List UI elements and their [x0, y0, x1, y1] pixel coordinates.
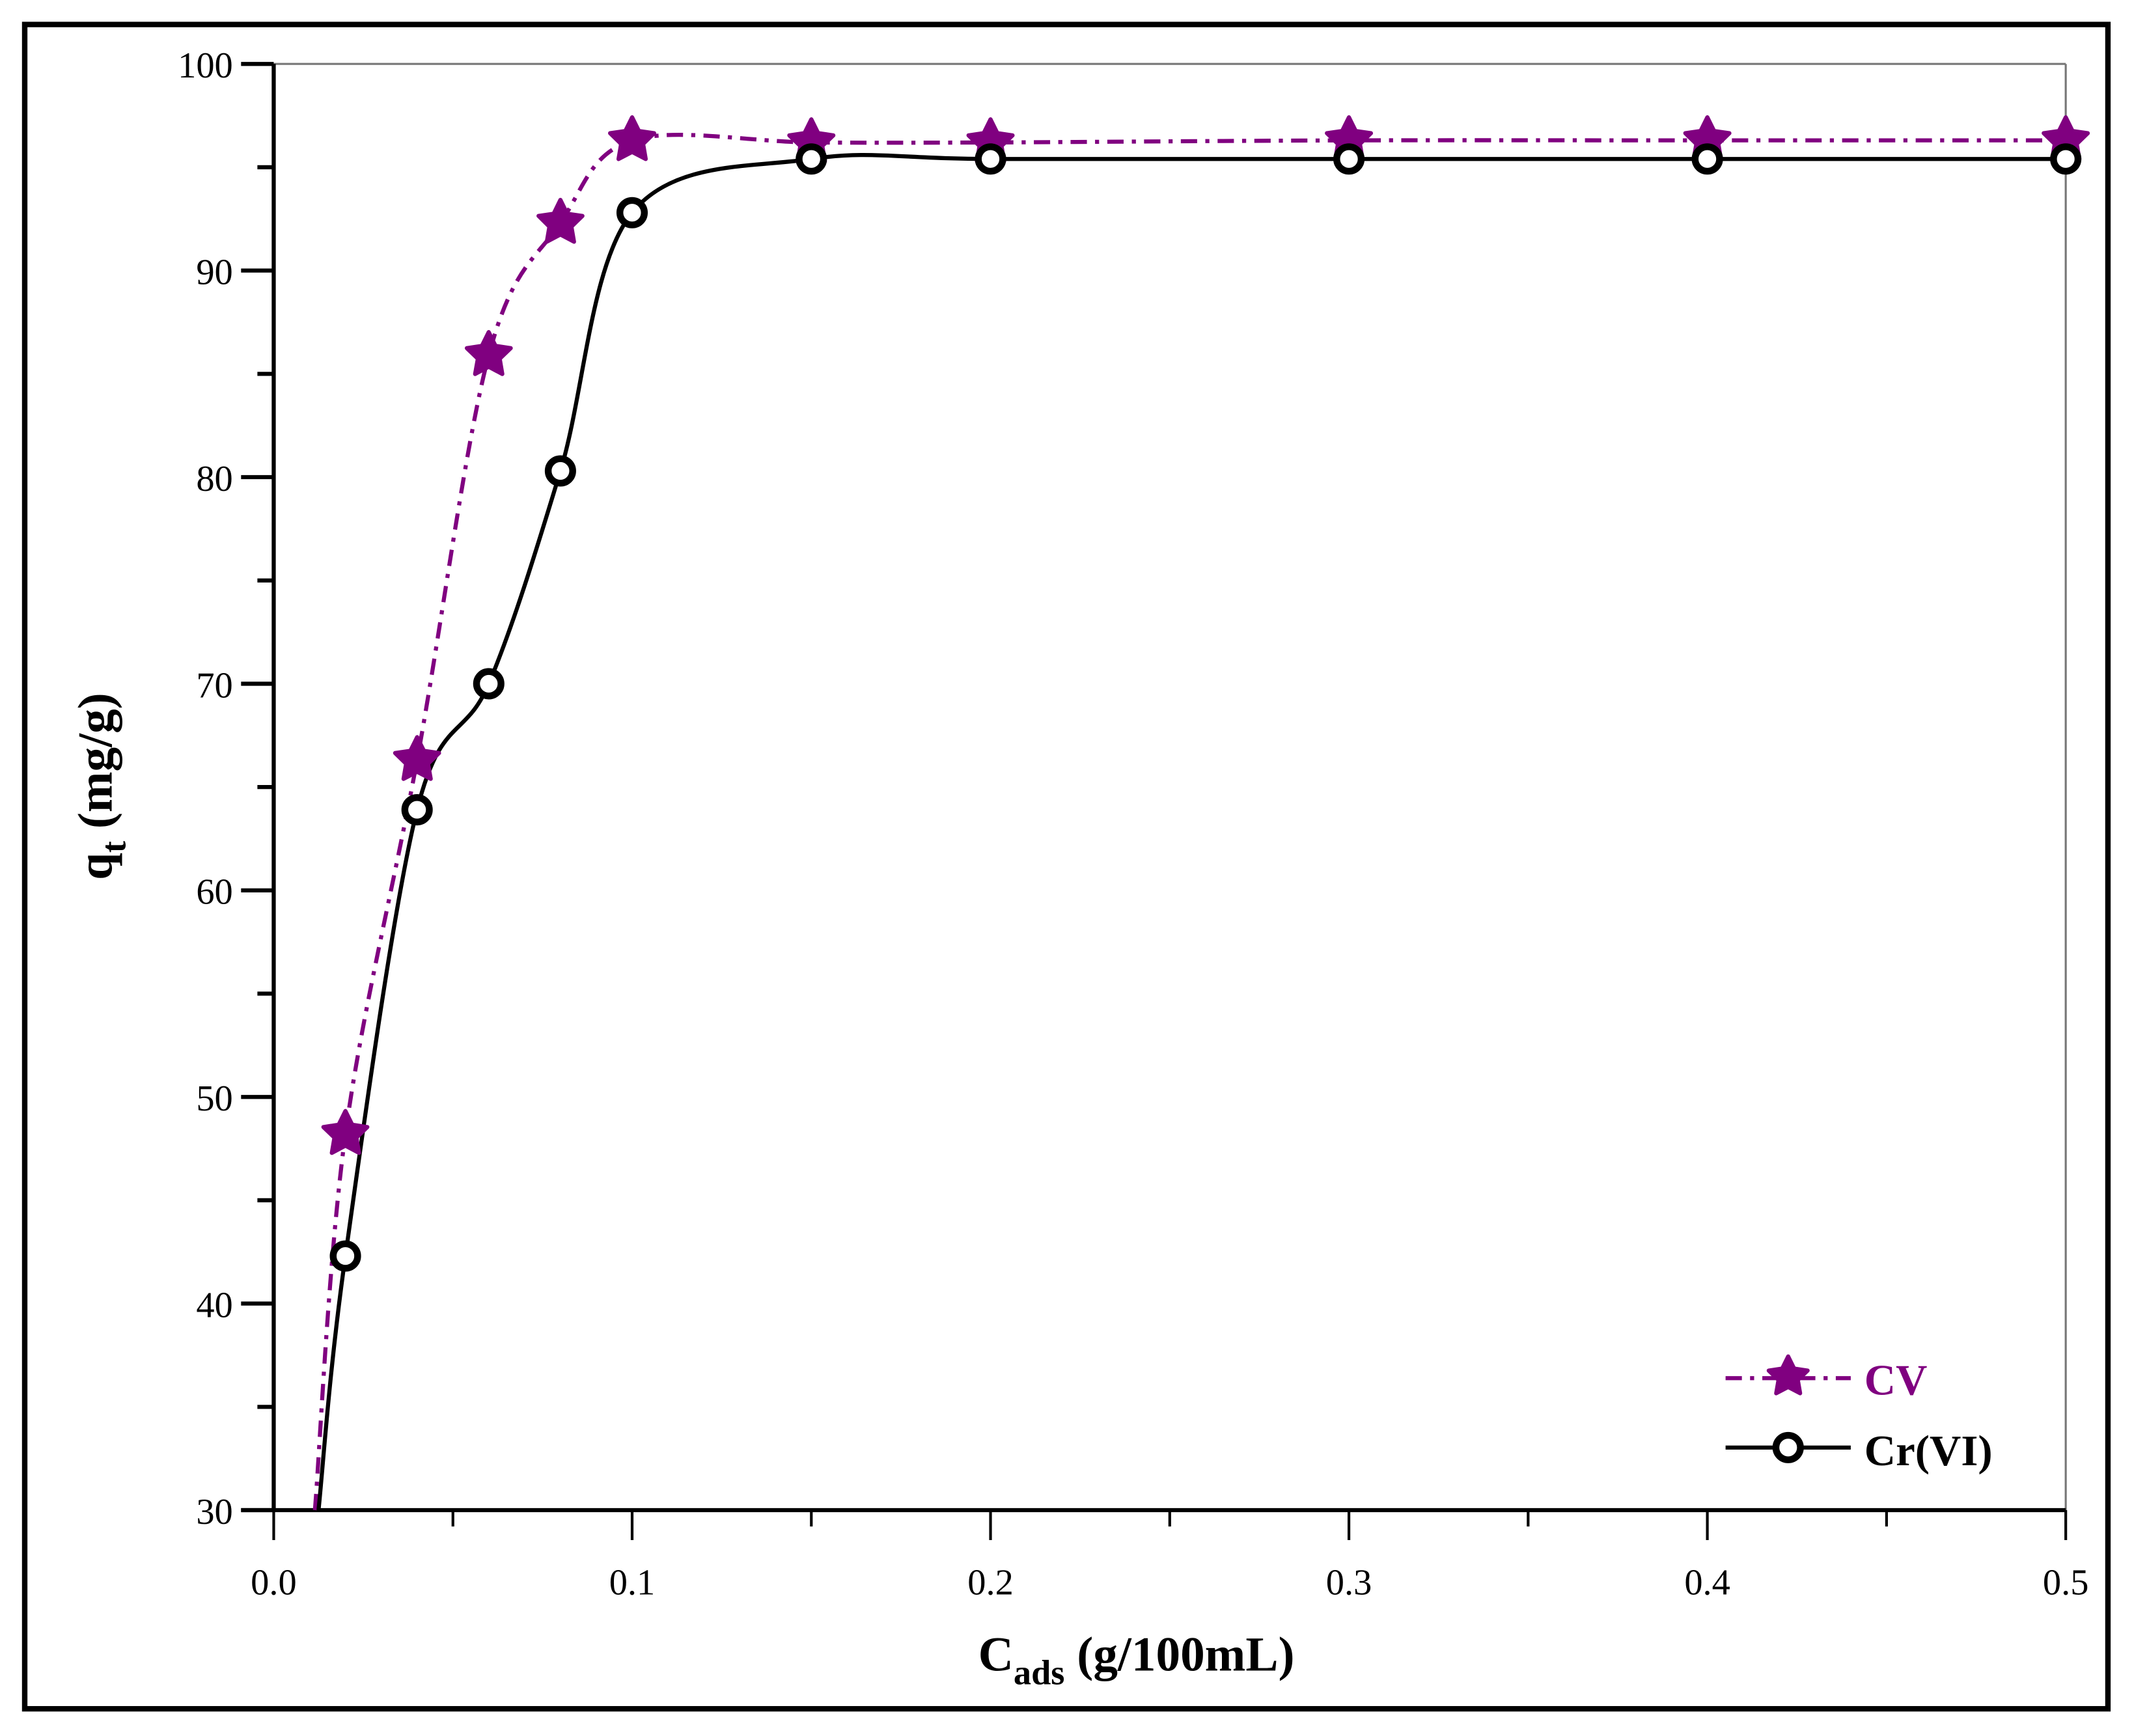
- y-axis-title-rest: (mg/g): [69, 693, 123, 841]
- figure-border: [21, 21, 2111, 1712]
- cv-star-marker: [393, 735, 441, 781]
- crvi-circle-marker: [796, 143, 827, 175]
- crvi-circle-marker: [329, 1240, 361, 1272]
- data-curves: [312, 133, 2066, 1511]
- y-axis-title-sub: t: [94, 841, 133, 853]
- y-tick-label: 100: [178, 46, 233, 86]
- x-axis-title-sub: ads: [1014, 1653, 1065, 1692]
- crvi-circle-marker: [975, 143, 1006, 175]
- cv-star-marker: [464, 330, 513, 376]
- legend-crvi-label: Cr(VI): [1864, 1427, 1993, 1475]
- series-line-cv: [312, 133, 2066, 1511]
- x-tick-label: 0.3: [1326, 1563, 1372, 1603]
- crvi-circle-marker: [473, 668, 505, 700]
- x-tick-label: 0.0: [251, 1563, 297, 1603]
- crvi-circle-marker: [544, 455, 576, 487]
- y-tick-label: 40: [196, 1286, 232, 1326]
- x-axis-title-rest: (g/100mL): [1064, 1628, 1294, 1682]
- y-tick-label: 60: [196, 872, 232, 913]
- axes: 30 40 50 60 70 80 90 100 0.0 0.1 0.2 0.3 0.4 0.5: [178, 46, 2088, 1603]
- y-axis-title-main: q: [69, 853, 123, 880]
- x-axis-title-main: C: [978, 1628, 1014, 1682]
- crvi-circle-marker: [616, 197, 648, 228]
- crvi-circle-marker: [401, 794, 433, 826]
- crvi-circle-marker: [1333, 143, 1365, 175]
- series-line-crvi: [316, 153, 2066, 1511]
- cv-star-marker: [536, 197, 585, 244]
- legend-cv-star-icon: [1766, 1354, 1810, 1396]
- y-tick-label: 80: [196, 459, 232, 499]
- x-tick-label: 0.1: [609, 1563, 656, 1603]
- cv-star-marker: [608, 115, 656, 161]
- legend-crvi-circle-icon: [1772, 1431, 1804, 1463]
- legend: CV Cr(VI): [1725, 1354, 1993, 1475]
- crvi-circle-marker: [1691, 143, 1723, 175]
- x-tick-label: 0.4: [1684, 1563, 1730, 1603]
- legend-cv-label: CV: [1864, 1356, 1928, 1404]
- y-tick-label: 50: [196, 1079, 232, 1119]
- x-tick-label: 0.2: [967, 1563, 1014, 1603]
- x-tick-label: 0.5: [2043, 1563, 2089, 1603]
- crvi-circle-marker: [2050, 143, 2082, 175]
- y-axis-title: qt (mg/g): [69, 693, 133, 880]
- cv-star-marker: [321, 1109, 370, 1155]
- y-tick-label: 30: [196, 1492, 232, 1532]
- y-tick-label: 90: [196, 253, 232, 293]
- x-axis-title: Cads (g/100mL): [978, 1628, 1295, 1692]
- y-tick-label: 70: [196, 665, 232, 706]
- data-markers: [321, 115, 2090, 1272]
